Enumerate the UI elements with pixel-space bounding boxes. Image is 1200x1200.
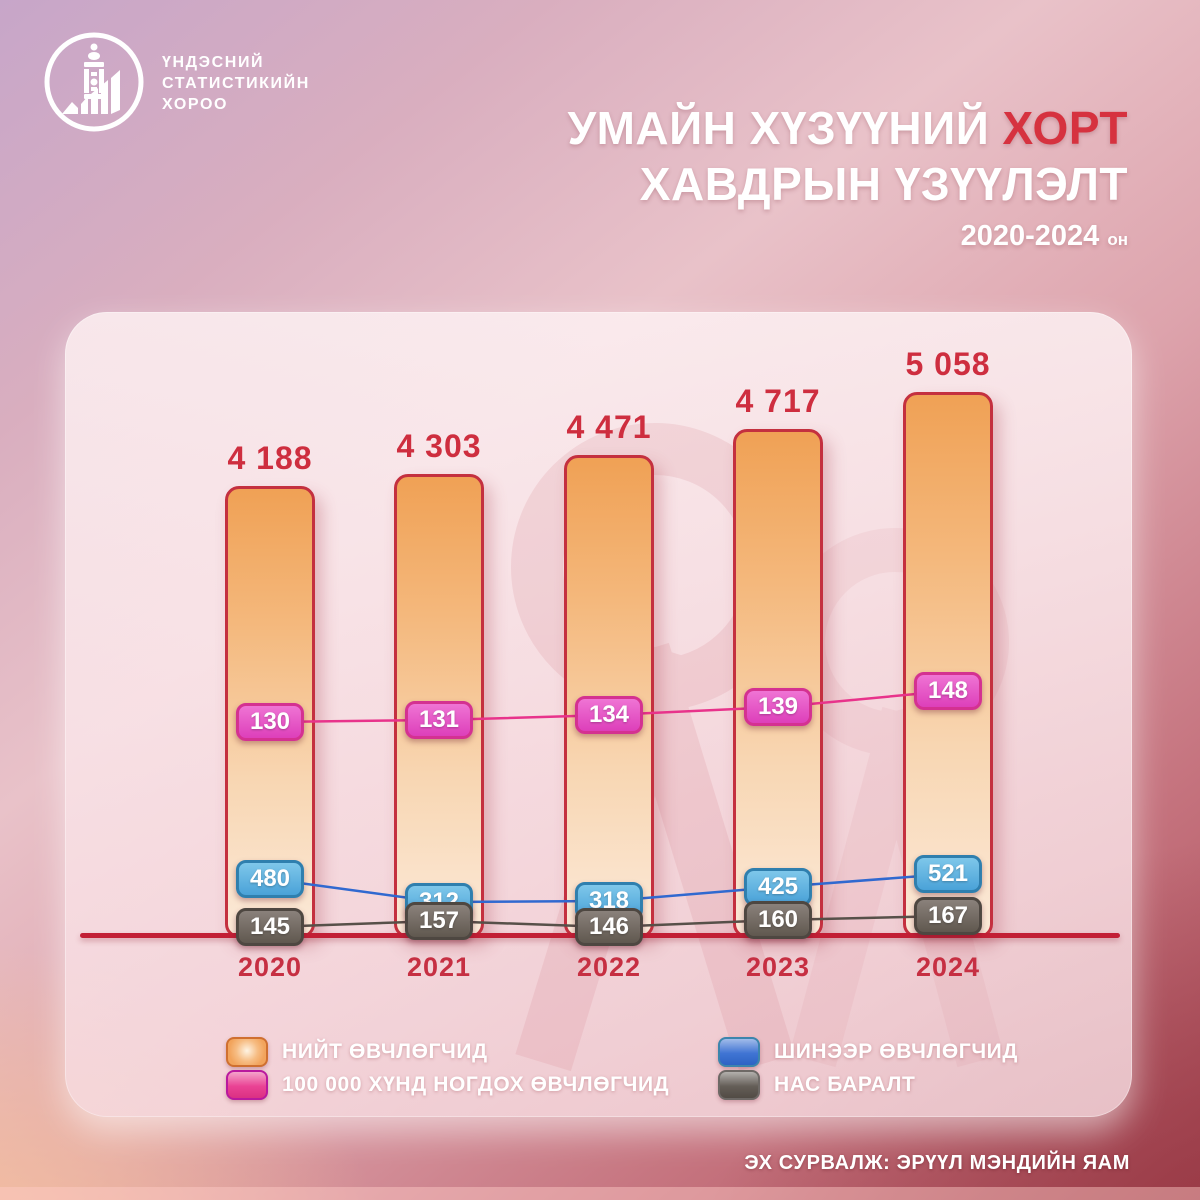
legend-label-deaths: НАС БАРАЛТ [774,1073,916,1096]
legend-label-new-cases: ШИНЭЭР ӨВЧЛӨГЧИД [774,1040,1018,1063]
source-text: ЭХ СУРВАЛЖ: ЭРҮҮЛ МЭНДИЙН ЯАМ [744,1152,1130,1174]
legend-swatch-total [226,1037,268,1067]
page-title: УМАЙН ХҮЗҮҮНИЙ ХОРТ ХАВДРЫН ҮЗҮҮЛЭЛТ 202… [567,100,1128,253]
legend-item-per-100k: 100 000 ХҮНД НОГДОХ ӨВЧЛӨГЧИД [226,1070,669,1100]
title-line1-white: УМАЙН ХҮЗҮҮНИЙ [567,102,990,154]
legend-label-total: НИЙТ ӨВЧЛӨГЧИД [282,1040,488,1063]
title-years: 2020-2024 он [567,220,1128,253]
title-years-suffix: он [1107,230,1128,249]
chart-card [65,312,1132,1117]
bottom-band [0,1187,1200,1200]
title-line1-highlight: ХОРТ [1002,102,1128,154]
org-name: ҮНДЭСНИЙ СТАТИСТИКИЙН ХОРОО [162,52,310,115]
title-line1: УМАЙН ХҮЗҮҮНИЙ ХОРТ [567,100,1128,156]
nso-logo-icon [44,32,144,132]
legend-item-deaths: НАС БАРАЛТ [718,1070,915,1100]
legend-label-per-100k: 100 000 ХҮНД НОГДОХ ӨВЧЛӨГЧИД [282,1073,670,1096]
title-line2: ХАВДРЫН ҮЗҮҮЛЭЛТ [639,158,1128,210]
x-axis-line [80,933,1120,938]
legend-item-new-cases: ШИНЭЭР ӨВЧЛӨГЧИД [718,1037,1018,1067]
title-years-range: 2020-2024 [960,220,1100,252]
awareness-ribbon-watermark [511,423,1009,1072]
legend-swatch-per-100k [226,1070,268,1100]
legend-swatch-new-cases [718,1037,760,1067]
legend-swatch-deaths [718,1070,760,1100]
org-name-line1: ҮНДЭСНИЙ [162,54,265,71]
legend-item-total: НИЙТ ӨВЧЛӨГЧИД [226,1037,488,1067]
org-name-line3: ХОРОО [162,96,229,113]
org-name-line2: СТАТИСТИКИЙН [162,75,310,92]
nso-logo [42,30,146,134]
